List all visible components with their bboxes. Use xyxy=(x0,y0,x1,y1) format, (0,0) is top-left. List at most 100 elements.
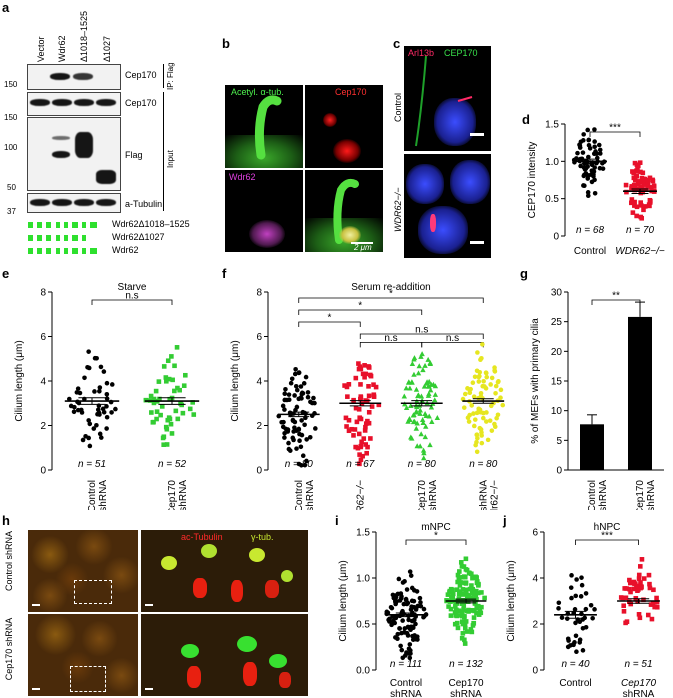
panel-letter-b: b xyxy=(222,36,230,51)
point xyxy=(398,643,403,649)
point xyxy=(475,579,480,584)
point xyxy=(175,385,180,391)
point xyxy=(366,384,371,389)
point xyxy=(480,342,485,347)
point xyxy=(641,182,647,187)
lane-label-vector: Vector xyxy=(36,36,46,62)
point xyxy=(352,427,358,432)
y-tick-label-j-3: 6 xyxy=(532,528,538,539)
y-tick-label-d-3: 1.5 xyxy=(545,120,559,131)
point xyxy=(101,410,107,415)
point xyxy=(467,586,473,592)
y-tick-label-f-0: 0 xyxy=(256,466,262,477)
point xyxy=(366,365,372,370)
point xyxy=(631,182,637,188)
blot-label-tubulin: a-Tubulin xyxy=(125,199,163,209)
point xyxy=(466,593,472,598)
row-label-cep170-h: Cep170 shRNA xyxy=(4,617,14,681)
point xyxy=(365,444,370,450)
point xyxy=(87,443,93,449)
point xyxy=(407,642,413,647)
point xyxy=(647,175,653,181)
point xyxy=(409,585,415,591)
point xyxy=(591,151,597,157)
point xyxy=(641,176,647,182)
point xyxy=(589,168,595,173)
point xyxy=(463,619,469,624)
point xyxy=(638,564,643,569)
construct-label-1: Wdr62Δ1018–1525 xyxy=(112,219,190,229)
sig-bracket-e-0 xyxy=(91,299,173,305)
point xyxy=(420,367,426,373)
point xyxy=(493,391,498,396)
point xyxy=(400,618,405,623)
point xyxy=(82,375,87,381)
point xyxy=(485,437,491,443)
n-label-j-1: n = 51 xyxy=(624,659,652,670)
point xyxy=(586,143,592,148)
point xyxy=(407,569,413,574)
point xyxy=(282,407,287,412)
point xyxy=(410,412,417,418)
point xyxy=(425,356,431,362)
point xyxy=(413,605,418,611)
point xyxy=(293,383,299,389)
point xyxy=(413,386,420,392)
point xyxy=(580,648,586,653)
point xyxy=(624,619,630,624)
panel-letter-j: j xyxy=(503,513,507,528)
point xyxy=(163,375,169,380)
point xyxy=(409,361,416,367)
point xyxy=(471,411,476,416)
point xyxy=(621,603,626,609)
mw-150-b: 150 xyxy=(4,113,18,122)
point xyxy=(460,574,465,580)
point xyxy=(459,564,465,569)
point xyxy=(628,589,633,595)
point xyxy=(575,150,580,156)
point xyxy=(87,421,93,427)
point xyxy=(345,394,350,399)
chart-title-e: Starve xyxy=(118,282,147,293)
point xyxy=(181,383,187,388)
y-tick-label-i-3: 1.5 xyxy=(356,528,370,539)
point xyxy=(484,374,490,380)
point xyxy=(634,204,640,210)
point xyxy=(634,213,639,219)
point xyxy=(290,417,296,423)
n-label-f-1: n = 67 xyxy=(346,459,375,470)
point xyxy=(148,393,154,399)
point xyxy=(164,442,170,447)
point xyxy=(418,353,424,359)
n-label-e-1: n = 52 xyxy=(158,459,187,470)
point xyxy=(463,587,469,593)
point xyxy=(463,567,469,572)
y-tick-label-g-1: 5 xyxy=(556,436,562,447)
point xyxy=(296,461,302,467)
point xyxy=(161,434,167,440)
point xyxy=(462,391,468,397)
point xyxy=(577,640,583,645)
category-label-g-0: ControlshRNA xyxy=(587,480,609,510)
blot-label-cep170-input: Cep170 xyxy=(125,98,157,108)
point xyxy=(154,416,159,422)
point xyxy=(299,396,304,401)
point xyxy=(459,601,465,606)
point xyxy=(468,627,474,632)
point xyxy=(427,442,433,448)
point xyxy=(453,608,459,614)
point xyxy=(637,615,643,621)
point xyxy=(462,626,468,631)
n-label-i-1: n = 132 xyxy=(449,659,483,670)
point xyxy=(342,383,347,388)
point xyxy=(393,635,398,640)
chart-g: 0 5 10 15 20 25 30 % of MEFs with primary cilia… xyxy=(530,288,664,510)
point xyxy=(476,379,482,384)
point xyxy=(648,185,654,190)
point xyxy=(592,139,597,144)
mw-100: 100 xyxy=(4,143,18,152)
point xyxy=(299,418,304,423)
point xyxy=(104,426,109,431)
point xyxy=(478,390,484,396)
point xyxy=(356,406,362,412)
